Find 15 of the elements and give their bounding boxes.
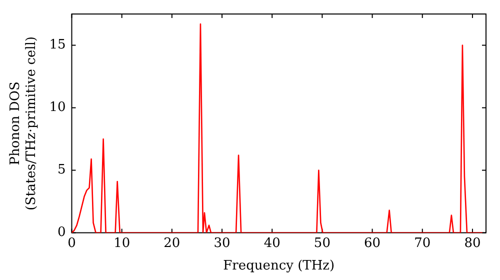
y-axis-title: Phonon DOS (States/THz·primitive cell) — [8, 36, 39, 210]
x-tick-label: 20 — [164, 236, 180, 251]
x-tick-label: 50 — [314, 236, 330, 251]
x-tick-label: 0 — [68, 236, 76, 251]
x-tick-label: 30 — [214, 236, 230, 251]
x-tick-label: 40 — [264, 236, 280, 251]
x-tick-label: 80 — [464, 236, 481, 251]
y-tick-label: 15 — [49, 38, 66, 53]
y-tick-label: 0 — [57, 225, 66, 240]
x-tick-label: 60 — [364, 236, 381, 251]
x-axis-title: Frequency (THz) — [223, 258, 335, 274]
x-tick-label: 10 — [114, 236, 130, 251]
x-tick-label: 70 — [414, 236, 431, 251]
y-tick-label: 5 — [57, 162, 66, 178]
y-tick-label: 10 — [49, 100, 66, 116]
